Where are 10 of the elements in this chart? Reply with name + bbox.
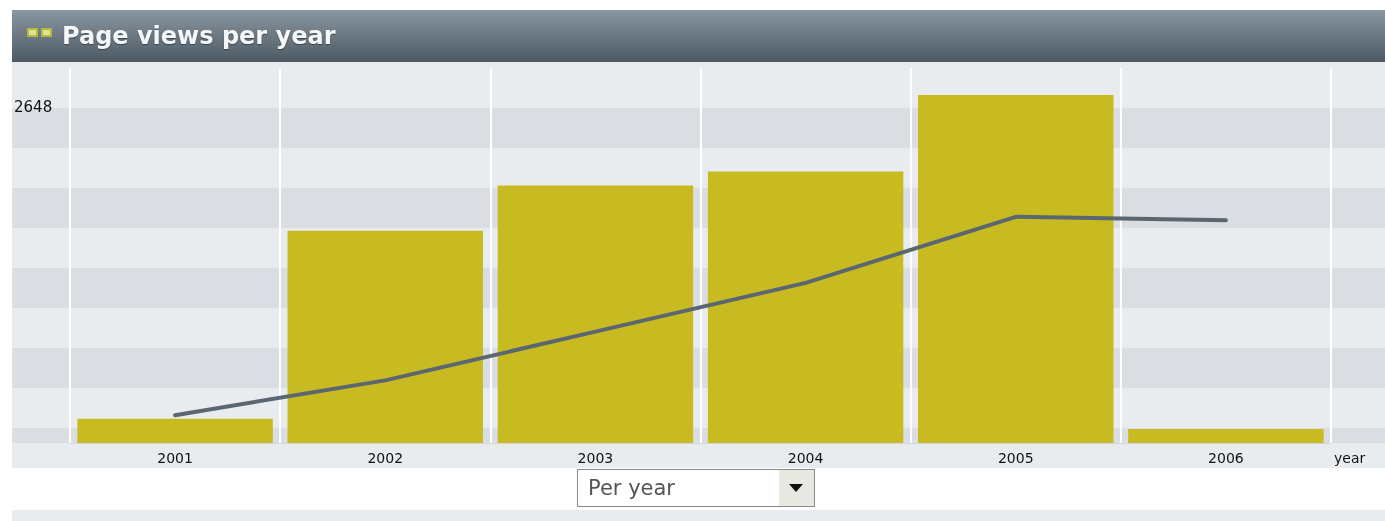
x-tick-label: 2006 <box>1208 450 1244 466</box>
x-tick-label: 2005 <box>997 450 1034 466</box>
x-tick-label: 2003 <box>577 450 614 466</box>
dropdown: Per year <box>577 469 815 507</box>
text: 2648 <box>14 97 53 116</box>
x-tick-label: 2002 <box>367 450 404 466</box>
x-tick-label: 2004 <box>787 450 824 466</box>
x-axis-title: year <box>1334 450 1366 466</box>
chart-title: Page views per year <box>62 21 336 52</box>
x-tick-label: 2001 <box>157 450 193 466</box>
